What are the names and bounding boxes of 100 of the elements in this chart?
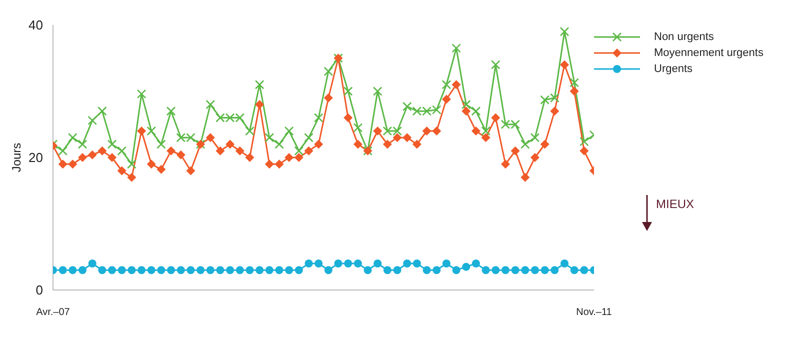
point (68, 266, 77, 274)
point (491, 113, 500, 122)
point (344, 260, 352, 268)
legend-label: Urgents (654, 63, 693, 75)
point (530, 266, 539, 274)
point (108, 266, 116, 274)
point (393, 266, 402, 274)
point (511, 266, 520, 274)
point (481, 133, 490, 142)
point (235, 146, 244, 156)
point (88, 150, 97, 160)
point (324, 266, 332, 274)
point (275, 266, 284, 274)
point (472, 260, 480, 268)
y-tick-label: 20 (28, 150, 43, 166)
point (216, 266, 224, 274)
point (364, 266, 372, 274)
point (492, 266, 500, 274)
point (284, 153, 294, 162)
point (580, 146, 589, 156)
point (167, 266, 176, 274)
point (334, 260, 342, 268)
point (294, 153, 304, 162)
point (432, 266, 441, 274)
point (580, 266, 588, 274)
point (88, 260, 96, 268)
point (442, 94, 451, 104)
point (137, 126, 146, 136)
point (540, 266, 549, 274)
point (108, 153, 117, 162)
point (383, 266, 392, 274)
point (550, 106, 560, 116)
point (354, 260, 362, 268)
point (157, 266, 166, 274)
point (78, 153, 88, 162)
point (196, 266, 205, 274)
point (147, 266, 156, 274)
x-tick-label: Nov.–11 (576, 307, 612, 318)
point (68, 160, 78, 169)
point (118, 266, 126, 274)
point (471, 126, 480, 136)
point (344, 113, 353, 122)
point (255, 100, 264, 109)
point (550, 266, 559, 274)
point (128, 266, 136, 274)
point (374, 260, 382, 268)
point (127, 172, 136, 182)
point (166, 146, 176, 156)
point (274, 160, 284, 169)
point (324, 93, 333, 102)
point (176, 266, 185, 274)
point (382, 140, 392, 149)
point (186, 166, 196, 176)
point (186, 266, 195, 274)
point (422, 126, 432, 136)
point (236, 266, 244, 274)
point (58, 266, 67, 274)
legend-label: Non urgents (654, 31, 714, 43)
point (482, 266, 490, 274)
point (462, 262, 470, 271)
point (432, 126, 442, 136)
point (422, 266, 431, 274)
point (98, 146, 107, 156)
point (216, 146, 225, 156)
point (521, 266, 530, 274)
point (58, 160, 68, 169)
y-axis-title: Jours (9, 142, 24, 172)
point (530, 153, 540, 162)
point (264, 160, 274, 169)
point (392, 133, 402, 142)
point (206, 133, 215, 142)
point (442, 260, 450, 268)
point (560, 60, 569, 70)
point (245, 153, 254, 162)
point (314, 260, 323, 268)
legend-label: Moyennement urgents (654, 47, 764, 59)
y-tick-label: 0 (36, 282, 43, 298)
point (452, 266, 460, 274)
point (138, 266, 146, 274)
text: MIEUX (656, 197, 694, 211)
point (452, 80, 461, 90)
point (98, 266, 106, 274)
point (373, 126, 382, 136)
point (402, 133, 412, 142)
point (78, 266, 87, 274)
point (304, 146, 314, 156)
point (246, 266, 254, 274)
point (462, 106, 471, 116)
point (304, 260, 313, 268)
point (540, 140, 550, 149)
point (176, 150, 186, 160)
point (265, 266, 274, 274)
y-tick-label: 40 (28, 18, 43, 33)
point (560, 260, 568, 268)
point (412, 140, 422, 149)
point (314, 140, 324, 149)
point (117, 166, 126, 176)
point (146, 160, 156, 169)
point (510, 146, 520, 156)
point (206, 266, 214, 274)
